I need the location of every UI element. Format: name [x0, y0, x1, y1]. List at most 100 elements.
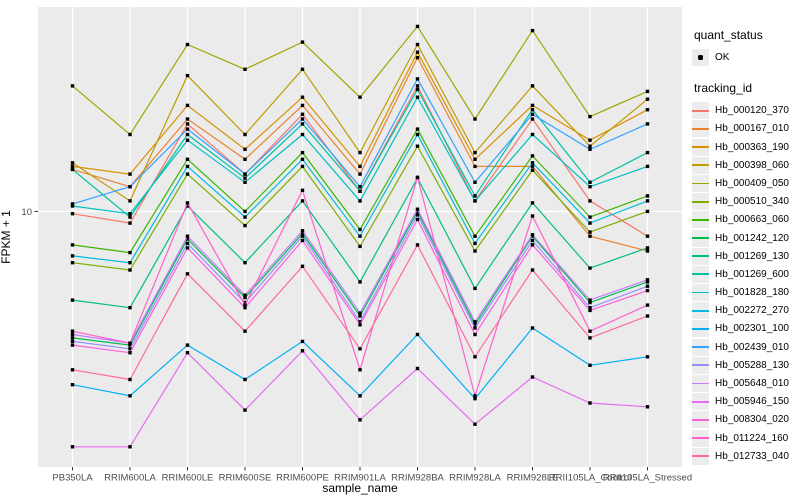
legend-item-Hb_002439_010: Hb_002439_010	[692, 338, 800, 356]
data-point	[128, 268, 132, 272]
data-point	[473, 323, 477, 327]
data-point	[530, 108, 535, 112]
legend-item-label: Hb_000398_060	[715, 159, 789, 171]
data-point	[243, 132, 247, 137]
data-point	[128, 185, 132, 189]
series-color-swatch	[692, 255, 709, 258]
legend-item-label: Hb_000510_340	[715, 196, 789, 208]
data-point	[530, 268, 535, 272]
data-point	[645, 194, 650, 198]
data-point	[185, 246, 190, 250]
data-point	[473, 249, 477, 253]
series-color-swatch	[692, 418, 709, 421]
data-point	[358, 244, 362, 249]
data-point	[243, 209, 247, 214]
x-axis-title: sample_name	[322, 481, 398, 495]
legend-item-Hb_000120_370: Hb_000120_370	[692, 102, 800, 120]
data-point	[415, 42, 420, 47]
legend-item-label: Hb_008304_020	[715, 414, 789, 426]
series-color-swatch	[692, 164, 709, 167]
legend-item-label: Hb_001828_180	[715, 287, 789, 299]
data-point	[300, 234, 305, 238]
legend-item-label: Hb_000409_050	[715, 177, 789, 189]
series-color-swatch	[692, 218, 709, 221]
data-point	[473, 422, 477, 426]
data-point	[588, 215, 592, 219]
data-point	[185, 157, 190, 161]
data-point	[473, 397, 477, 401]
data-point	[185, 127, 190, 131]
series-Hb_000663_060	[70, 127, 650, 255]
data-point	[645, 234, 650, 238]
data-point	[358, 320, 362, 324]
color-line-key	[692, 193, 709, 211]
legend-title-tracking-id: tracking_id	[694, 81, 753, 96]
data-point	[300, 164, 305, 169]
data-point	[415, 175, 420, 179]
data-point	[473, 199, 477, 203]
data-point	[358, 347, 362, 351]
data-point	[645, 303, 650, 307]
data-point	[243, 293, 247, 297]
data-point	[588, 298, 592, 302]
legend-item-label: Hb_000120_370	[715, 105, 789, 117]
data-point	[530, 326, 535, 330]
data-point	[473, 117, 477, 121]
ok-point-key	[692, 49, 709, 66]
series-Hb_008304_020	[70, 217, 650, 355]
data-point	[415, 87, 420, 92]
legend-item-label: Hb_012733_040	[715, 450, 789, 462]
data-point	[645, 280, 650, 284]
legend-item-Hb_000167_010: Hb_000167_010	[692, 120, 800, 138]
data-point	[70, 167, 75, 172]
data-point	[300, 238, 305, 243]
data-point	[300, 199, 305, 203]
series-color-swatch	[692, 237, 709, 239]
legend-item-label: Hb_000663_060	[715, 214, 789, 226]
data-point	[415, 24, 420, 29]
data-point	[645, 405, 650, 409]
x-tick-label: RRIM928LE	[507, 473, 559, 484]
data-point	[358, 150, 362, 155]
data-point	[70, 383, 75, 387]
series-Hb_000398_060	[70, 42, 650, 203]
data-point	[70, 332, 75, 337]
x-tick-label: RRII105LA_Stressed	[603, 473, 692, 484]
legend-item-label: Hb_005288_130	[715, 359, 789, 371]
data-point	[473, 164, 477, 169]
data-point	[645, 246, 650, 250]
data-point	[128, 221, 132, 225]
data-point	[70, 445, 75, 449]
data-point	[358, 234, 362, 238]
data-point	[185, 42, 190, 47]
legend-item-Hb_000510_340: Hb_000510_340	[692, 193, 800, 211]
legend-item-Hb_005288_130: Hb_005288_130	[692, 356, 800, 374]
data-point	[588, 221, 592, 225]
data-point	[588, 329, 592, 333]
data-point	[128, 343, 132, 347]
data-point	[530, 375, 535, 379]
legend-item-label: Hb_002301_100	[715, 323, 789, 335]
data-point	[300, 231, 305, 236]
data-point	[358, 368, 362, 372]
data-point	[588, 234, 592, 238]
data-point	[243, 303, 247, 307]
legend-item-Hb_011224_160: Hb_011224_160	[692, 429, 800, 447]
data-point	[70, 329, 75, 333]
data-point	[243, 215, 247, 219]
data-point	[530, 164, 535, 169]
data-point	[645, 314, 650, 318]
data-point	[473, 394, 477, 398]
legend-item-Hb_000663_060: Hb_000663_060	[692, 211, 800, 229]
data-point	[645, 150, 650, 155]
data-point	[300, 40, 305, 44]
series-Hb_000510_340	[70, 144, 650, 272]
data-point	[415, 55, 420, 60]
legend-title-quant-status: quant_status	[694, 28, 763, 42]
x-tick-label: RRIM901LA	[334, 473, 386, 484]
data-point	[70, 84, 75, 88]
data-point	[530, 201, 535, 205]
color-line-key	[692, 393, 709, 411]
data-point	[185, 103, 190, 108]
color-line-key	[692, 302, 709, 320]
